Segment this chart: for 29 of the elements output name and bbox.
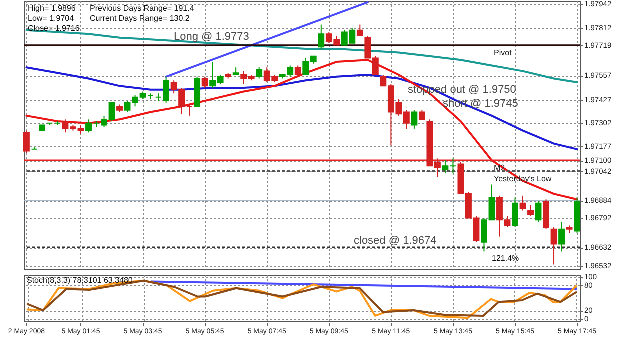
candlestick (535, 200, 542, 222)
candlestick (520, 195, 526, 212)
annotation: Current Days Range= 130.2 (90, 14, 190, 23)
annotation: Low= 1.9704 (28, 14, 75, 23)
candlestick (202, 76, 208, 89)
annotation: closed @ 1.9674 (354, 235, 437, 247)
candlestick (24, 130, 30, 154)
candlestick (256, 67, 263, 80)
candlestick (356, 24, 364, 36)
candlestick (442, 160, 449, 174)
candlestick (294, 65, 302, 78)
ref-line-label: Pivot (494, 48, 513, 58)
line-series (26, 59, 578, 201)
annotation: Previous Days Range= 191.4 (90, 4, 195, 13)
candlestick (411, 110, 418, 130)
candlestick (186, 104, 193, 116)
annotation: Long @ 1.9773 (174, 31, 250, 43)
candlestick (512, 197, 518, 228)
candlestick (558, 221, 565, 252)
annotation: High= 1.9896 (28, 4, 76, 13)
line-series (26, 66, 578, 150)
candlestick (528, 204, 534, 217)
candlestick (550, 227, 558, 266)
annotation: 121.4% (492, 254, 520, 263)
candlestick (450, 158, 456, 174)
candlestick (86, 119, 92, 134)
candlestick (418, 110, 426, 120)
ref-line-label: M2 (494, 164, 506, 173)
candlestick (318, 24, 325, 50)
